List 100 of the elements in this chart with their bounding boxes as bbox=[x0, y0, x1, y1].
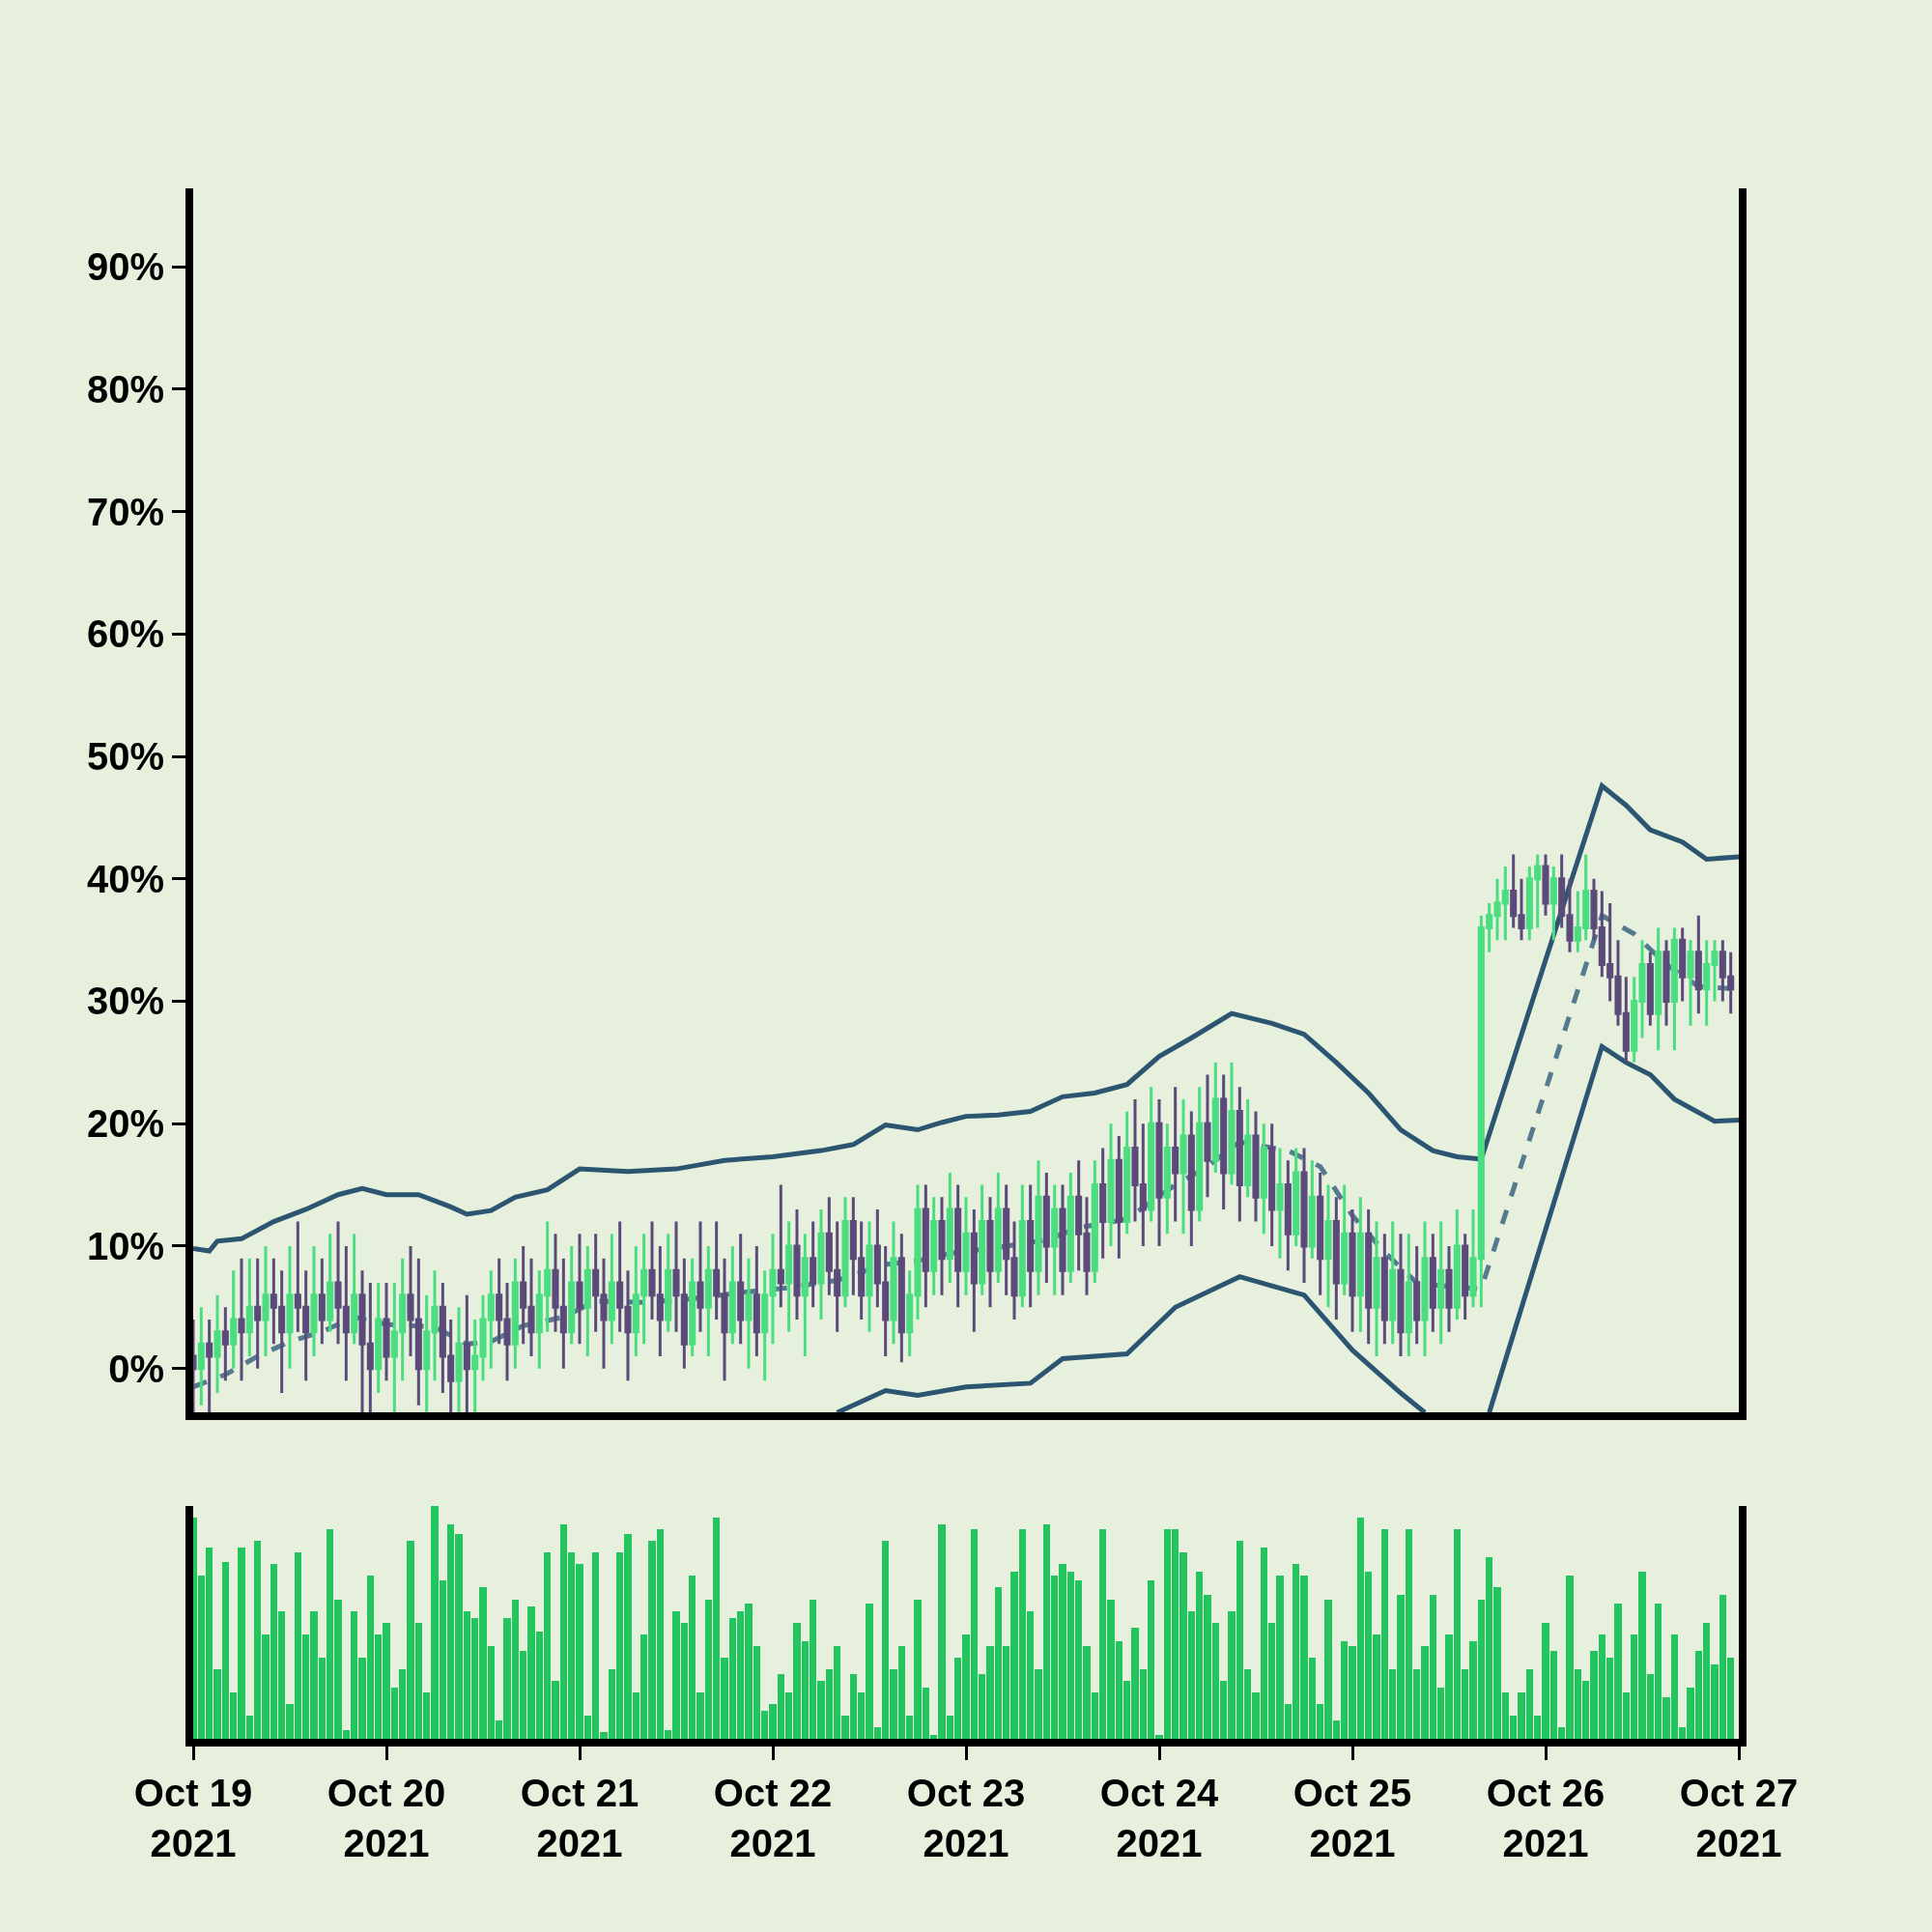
candlestick bbox=[511, 1258, 519, 1369]
candlestick bbox=[1018, 1184, 1026, 1308]
y-tick-label: 80% bbox=[86, 367, 164, 411]
candlestick bbox=[221, 1307, 229, 1381]
candlestick bbox=[262, 1245, 270, 1357]
candlestick bbox=[1042, 1172, 1050, 1283]
y-tick-label: 20% bbox=[86, 1102, 164, 1146]
candlestick bbox=[1268, 1123, 1276, 1246]
candlestick bbox=[704, 1245, 712, 1357]
candlestick bbox=[938, 1197, 946, 1295]
candlestick bbox=[197, 1307, 205, 1406]
candlestick bbox=[1035, 1160, 1042, 1295]
candlestick bbox=[1066, 1172, 1074, 1283]
candlestick bbox=[946, 1172, 953, 1283]
candlestick bbox=[1670, 927, 1678, 1051]
candlestick bbox=[310, 1245, 318, 1357]
candlestick bbox=[1284, 1160, 1292, 1271]
candlestick bbox=[1091, 1160, 1098, 1283]
candlestick bbox=[689, 1258, 696, 1357]
candlestick bbox=[206, 1319, 213, 1413]
candlestick bbox=[954, 1184, 962, 1308]
candlestick bbox=[922, 1184, 929, 1308]
y-tick-label: 10% bbox=[86, 1224, 164, 1267]
candlestick bbox=[375, 1282, 383, 1394]
candlestick bbox=[1115, 1135, 1122, 1259]
candlestick bbox=[455, 1307, 463, 1413]
candlestick bbox=[1421, 1221, 1429, 1357]
candlestick bbox=[841, 1197, 849, 1308]
candlestick bbox=[1429, 1234, 1436, 1332]
x-tick-label: Oct 23 2021 bbox=[906, 1772, 1026, 1864]
candlestick bbox=[1220, 1074, 1228, 1209]
candlestick bbox=[1405, 1234, 1412, 1357]
candlestick bbox=[1276, 1148, 1284, 1259]
candlestick bbox=[810, 1221, 817, 1308]
candlestick bbox=[1099, 1148, 1107, 1259]
y-tick-label: 40% bbox=[86, 857, 164, 900]
candlestick bbox=[930, 1197, 938, 1295]
candlestick bbox=[986, 1197, 994, 1308]
candlestick bbox=[994, 1172, 1002, 1283]
candlestick bbox=[568, 1245, 576, 1345]
candlestick bbox=[728, 1245, 736, 1345]
candlestick bbox=[286, 1245, 294, 1369]
candlestick bbox=[1679, 927, 1687, 1002]
candlestick bbox=[608, 1234, 615, 1345]
candlestick bbox=[1317, 1172, 1324, 1295]
y-tick-label: 0% bbox=[108, 1347, 164, 1390]
candlestick bbox=[1380, 1234, 1388, 1345]
candlestick bbox=[1655, 927, 1662, 1051]
candlestick bbox=[753, 1245, 760, 1357]
candlestick bbox=[777, 1184, 784, 1308]
candlestick bbox=[1445, 1245, 1453, 1332]
candlestick bbox=[463, 1294, 470, 1413]
candlestick bbox=[1155, 1098, 1163, 1246]
candlestick bbox=[897, 1234, 905, 1363]
candlestick bbox=[1123, 1111, 1131, 1235]
candlestick bbox=[793, 1208, 801, 1320]
x-tick-label: Oct 24 2021 bbox=[1099, 1772, 1219, 1864]
candlestick bbox=[1542, 854, 1549, 916]
candlestick bbox=[1662, 940, 1670, 1026]
candlestick bbox=[213, 1294, 221, 1394]
candlestick bbox=[1051, 1184, 1059, 1295]
candlestick bbox=[890, 1221, 897, 1345]
candlestick bbox=[1687, 940, 1694, 1026]
candlestick bbox=[383, 1282, 390, 1381]
candlestick bbox=[696, 1221, 704, 1332]
candlestick bbox=[817, 1208, 825, 1320]
candlestick bbox=[737, 1234, 745, 1345]
candlestick bbox=[351, 1234, 358, 1345]
candlestick bbox=[1236, 1087, 1243, 1222]
candlestick bbox=[1027, 1184, 1035, 1308]
candlestick bbox=[866, 1221, 873, 1332]
x-tick-label: Oct 19 2021 bbox=[133, 1772, 253, 1864]
candlestick bbox=[230, 1270, 238, 1369]
candlestick bbox=[1163, 1123, 1171, 1235]
candlestick bbox=[970, 1208, 978, 1332]
y-tick-label: 70% bbox=[86, 490, 164, 533]
candlestick bbox=[1324, 1184, 1332, 1308]
candlestick bbox=[318, 1258, 326, 1345]
candlestick bbox=[1293, 1148, 1300, 1246]
x-tick-label: Oct 22 2021 bbox=[713, 1772, 833, 1864]
candlestick bbox=[1211, 1062, 1219, 1173]
y-tick-label: 50% bbox=[86, 735, 164, 779]
candlestick bbox=[1059, 1184, 1066, 1295]
x-tick-label: Oct 26 2021 bbox=[1486, 1772, 1605, 1864]
candlestick bbox=[1549, 867, 1557, 941]
candlestick bbox=[1308, 1160, 1316, 1259]
candlestick bbox=[801, 1234, 809, 1357]
candlestick bbox=[1260, 1123, 1267, 1235]
candlestick bbox=[1244, 1098, 1252, 1198]
candlestick bbox=[238, 1258, 245, 1381]
candlestick bbox=[1228, 1062, 1236, 1185]
candlestick bbox=[1373, 1221, 1380, 1357]
candlestick bbox=[1413, 1245, 1421, 1345]
candlestick bbox=[745, 1258, 753, 1369]
candlestick bbox=[576, 1234, 583, 1345]
candlestick bbox=[1365, 1208, 1373, 1345]
candlestick bbox=[1204, 1074, 1211, 1198]
candlestick bbox=[1462, 1234, 1469, 1320]
candlestick bbox=[1437, 1221, 1445, 1345]
candlestick bbox=[1179, 1098, 1187, 1235]
